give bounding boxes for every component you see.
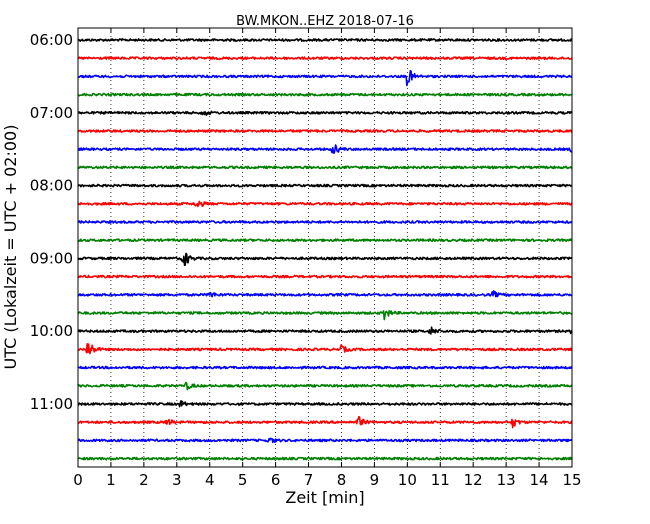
x-tick-label-5: 5 [238, 471, 248, 489]
trace-0800 [77, 183, 573, 188]
trace-1045 [77, 381, 573, 391]
y-tick-label-1: 07:00 [30, 104, 73, 122]
trace-1145 [77, 456, 573, 461]
trace-0700 [77, 110, 573, 116]
trace-0915 [77, 274, 573, 279]
x-tick-label-3: 3 [172, 471, 182, 489]
y-tick-label-5: 11:00 [30, 395, 73, 413]
trace-0630 [77, 69, 573, 87]
chart-title: BW.MKON..EHZ 2018-07-16 [236, 14, 414, 29]
x-tick-label-0: 0 [73, 471, 83, 489]
x-tick-label-14: 14 [530, 471, 549, 489]
x-tick-label-12: 12 [464, 471, 483, 489]
trace-layer [77, 38, 573, 461]
trace-0900 [77, 252, 573, 267]
trace-1000 [77, 326, 573, 335]
y-axis-label: UTC (Lokalzeit = UTC + 02:00) [1, 125, 20, 370]
x-tick-label-11: 11 [431, 471, 450, 489]
trace-1015 [77, 342, 573, 355]
trace-0645 [77, 92, 573, 97]
trace-1115 [77, 415, 573, 429]
trace-0600 [77, 38, 573, 42]
y-tick-label-0: 06:00 [30, 31, 73, 49]
x-tick-label-15: 15 [562, 471, 581, 489]
x-tick-label-6: 6 [271, 471, 281, 489]
y-tick-label-4: 10:00 [30, 322, 73, 340]
trace-0715 [77, 129, 573, 133]
x-tick-label-8: 8 [337, 471, 347, 489]
trace-0930 [77, 290, 573, 298]
x-tick-label-4: 4 [205, 471, 215, 489]
x-tick-label-10: 10 [398, 471, 417, 489]
y-tick-label-3: 09:00 [30, 249, 73, 267]
trace-1100 [77, 399, 573, 408]
x-tick-label-1: 1 [106, 471, 116, 489]
x-tick-label-13: 13 [497, 471, 516, 489]
trace-0815 [77, 200, 573, 208]
trace-1130 [77, 437, 573, 444]
trace-0845 [77, 238, 573, 243]
x-tick-label-2: 2 [139, 471, 149, 489]
y-tick-label-2: 08:00 [30, 177, 73, 195]
trace-0615 [77, 56, 573, 61]
trace-0830 [77, 220, 573, 224]
trace-1030 [77, 365, 573, 370]
trace-0745 [77, 165, 573, 170]
trace-0730 [77, 144, 573, 154]
trace-0945 [77, 309, 573, 321]
x-tick-label-7: 7 [304, 471, 314, 489]
plot-frame [77, 27, 573, 468]
x-tick-label-9: 9 [370, 471, 380, 489]
tick-layer: 0 1 2 3 4 5 6 7 8 9 10 11 12 13 14 1506:0007:0008:0009:… [30, 28, 582, 489]
x-axis-label: Zeit [min] [285, 488, 364, 507]
